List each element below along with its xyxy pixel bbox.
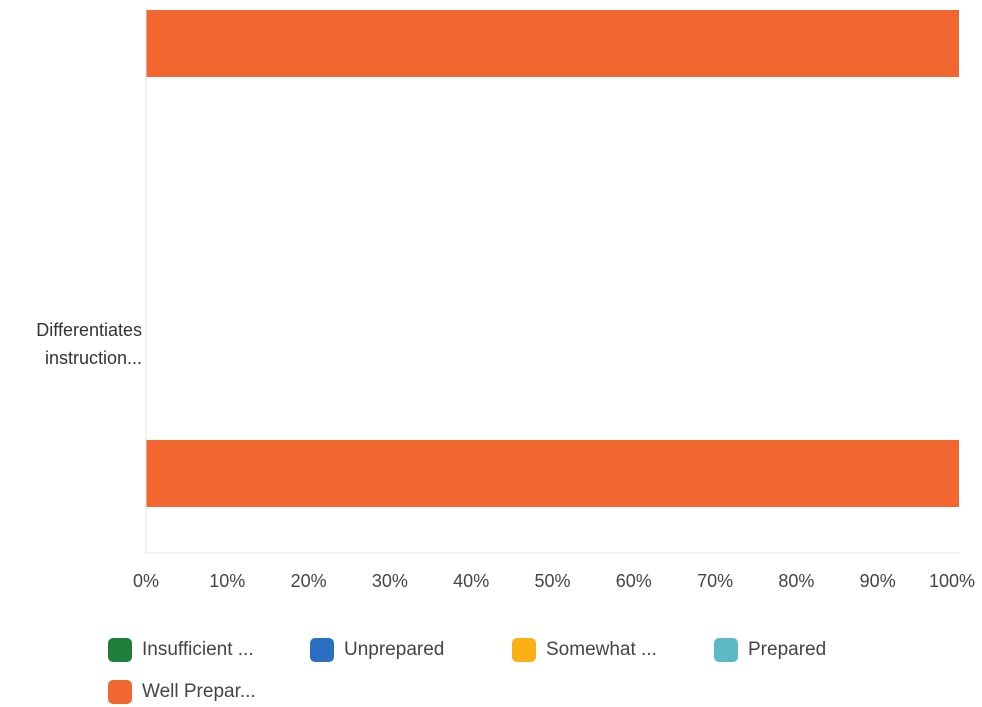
bar-2-series-5[interactable] [146,440,959,507]
legend-label-somewhat: Somewhat ... [546,639,657,660]
legend-item-well-prepared[interactable]: Well Prepar... [108,680,256,704]
legend-label-insufficient: Insufficient ... [142,639,254,660]
bars-group [146,10,959,507]
x-tick-label-4: 40% [453,571,489,591]
legend-item-somewhat[interactable]: Somewhat ... [512,638,657,662]
x-tick-label-1: 10% [209,571,245,591]
legend-label-well-prepared: Well Prepar... [142,681,256,702]
category-label-line-1: Differentiates [36,320,142,340]
x-tick-label-7: 70% [697,571,733,591]
legend-swatch-unprepared [310,638,334,662]
x-tick-labels: 0% 10% 20% 30% 40% 50% 60% 70% 80% 90% 100% [133,571,975,591]
x-tick-label-3: 30% [372,571,408,591]
x-tick-label-2: 20% [291,571,327,591]
category-label: Differentiates instruction... [6,316,142,372]
x-tick-label-9: 90% [860,571,896,591]
legend-swatch-well-prepared [108,680,132,704]
legend-item-insufficient[interactable]: Insufficient ... [108,638,254,662]
legend-swatch-prepared [714,638,738,662]
legend-item-unprepared[interactable]: Unprepared [310,638,444,662]
legend-swatch-insufficient [108,638,132,662]
x-tick-label-6: 60% [616,571,652,591]
legend-swatch-somewhat [512,638,536,662]
x-tick-label-5: 50% [534,571,570,591]
x-tick-label-0: 0% [133,571,159,591]
category-label-line-2: instruction... [44,348,142,368]
legend-label-prepared: Prepared [748,639,827,660]
x-tick-label-8: 80% [778,571,814,591]
legend-item-prepared[interactable]: Prepared [714,638,826,662]
legend-label-unprepared: Unprepared [344,639,445,660]
bar-1-series-5[interactable] [146,10,959,77]
x-tick-label-10: 100% [929,571,975,591]
